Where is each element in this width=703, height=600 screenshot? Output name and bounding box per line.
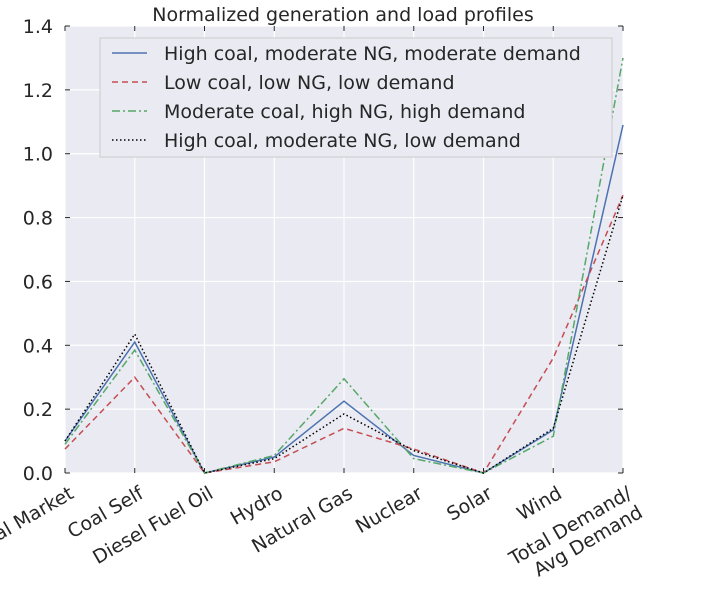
y-tick-label: 0.2	[23, 399, 53, 421]
y-tick-label: 0.6	[23, 271, 53, 293]
series-lines	[64, 57, 624, 474]
axis-ticks	[64, 25, 624, 474]
grid-lines	[64, 25, 624, 474]
x-tick-label-group: Coal Market	[0, 482, 78, 558]
y-tick-label: 1.0	[23, 144, 53, 166]
x-tick-label-group: Diesel Fuel Oil	[89, 482, 217, 569]
y-tick-label: 0.0	[23, 463, 53, 485]
y-tick-label: 1.4	[23, 16, 53, 38]
y-tick-label: 1.2	[23, 80, 53, 102]
x-tick-label: Coal Market	[0, 482, 78, 558]
x-tick-label-line: Nuclear	[352, 482, 426, 538]
legend-label-0: High coal, moderate NG, moderate demand	[164, 43, 581, 65]
y-tick-label: 0.8	[23, 208, 53, 230]
x-tick-label: Diesel Fuel Oil	[89, 482, 217, 569]
series-line-2	[64, 57, 624, 474]
x-tick-label: Solar	[443, 482, 496, 525]
x-tick-label-group: Solar	[443, 482, 496, 525]
legend-label-1: Low coal, low NG, low demand	[164, 72, 455, 94]
x-tick-label-group: Nuclear	[352, 482, 426, 538]
x-tick-label-line: Wind	[513, 482, 565, 525]
series-line-1	[64, 194, 624, 474]
legend: High coal, moderate NG, moderate demand L…	[99, 37, 613, 158]
legend-box	[99, 37, 613, 158]
legend-label-3: High coal, moderate NG, low demand	[164, 130, 521, 152]
y-tick-label: 0.4	[23, 335, 53, 357]
series-line-3	[64, 195, 624, 474]
chart-title: Normalized generation and load profiles	[152, 4, 534, 26]
x-tick-label-line: Coal Market	[0, 482, 78, 558]
x-tick-label-line: Diesel Fuel Oil	[89, 482, 217, 569]
x-tick-label: Nuclear	[352, 482, 426, 538]
x-tick-label-line: Solar	[443, 482, 496, 525]
y-tick-labels: 0.0 0.2 0.4 0.6 0.8 1.0 1.2 1.4	[23, 16, 53, 485]
legend-label-2: Moderate coal, high NG, high demand	[164, 101, 525, 123]
x-tick-label: Wind	[513, 482, 565, 525]
x-tick-label-group: Wind	[513, 482, 565, 525]
series-line-0	[64, 124, 624, 474]
